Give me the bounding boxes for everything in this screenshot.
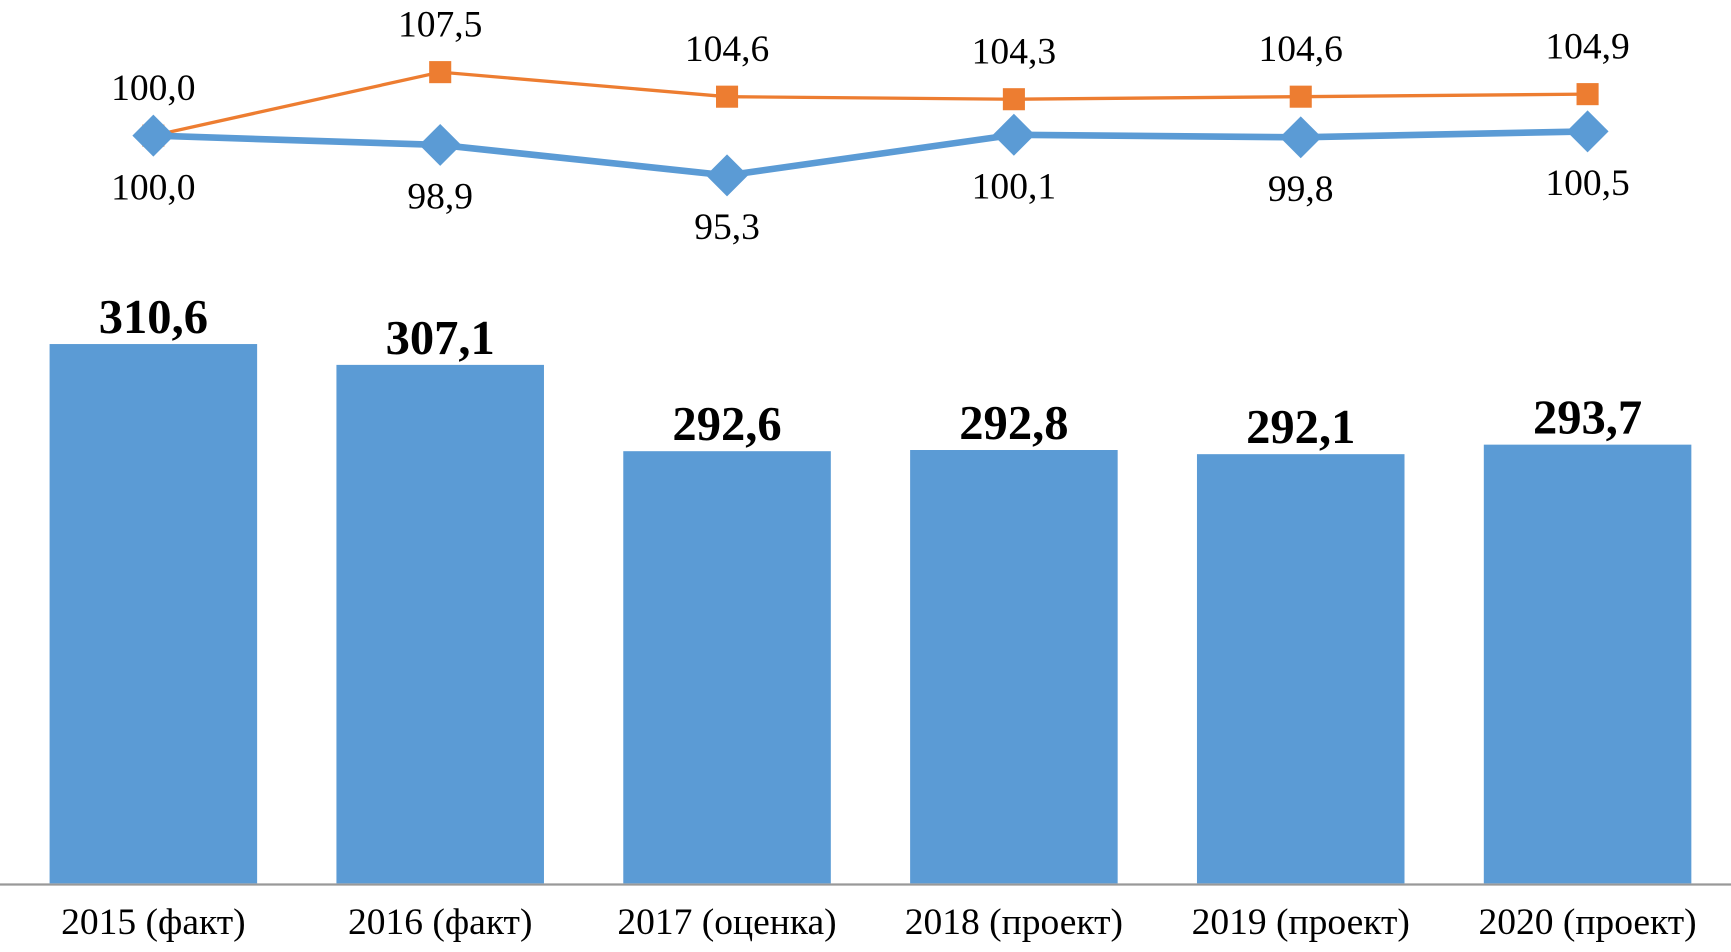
square-marker (429, 61, 452, 84)
bar (910, 450, 1118, 884)
square-marker (716, 85, 739, 108)
diamond-marker (992, 113, 1035, 156)
square-marker (1002, 88, 1025, 111)
point-value-label: 100,5 (1545, 163, 1629, 204)
bar (1483, 444, 1692, 884)
x-tick-label: 2017 (оценка) (617, 902, 836, 943)
x-tick-label: 2015 (факт) (61, 902, 245, 943)
bar (336, 364, 544, 884)
x-tick-label: 2016 (факт) (348, 902, 532, 943)
point-value-label: 104,9 (1545, 27, 1629, 68)
diamond-marker (419, 123, 462, 166)
bar-value-label: 292,1 (1246, 400, 1355, 454)
line (153, 128, 1588, 179)
x-tick-label: 2020 (проект) (1478, 902, 1696, 943)
square-marker (1576, 83, 1599, 106)
bar-value-label: 292,8 (959, 396, 1068, 450)
point-value-label: 98,9 (407, 177, 473, 218)
x-tick-label: 2018 (проект) (905, 902, 1123, 943)
diamond-marker (1566, 110, 1609, 153)
diamond-marker (132, 114, 175, 157)
point-value-label: 107,5 (398, 5, 482, 46)
point-value-label: 100,0 (111, 68, 195, 109)
bar (49, 344, 258, 884)
point-value-label: 95,3 (694, 207, 760, 248)
bar-value-label: 310,6 (99, 290, 208, 344)
square-marker (1289, 85, 1312, 108)
point-value-label: 100,1 (972, 167, 1056, 208)
bar-value-label: 292,6 (672, 397, 781, 451)
x-tick-label: 2019 (проект) (1192, 902, 1410, 943)
point-value-label: 100,0 (111, 167, 195, 208)
line (152, 70, 1588, 138)
bar (623, 451, 831, 884)
bar (1196, 454, 1405, 884)
point-value-label: 104,6 (685, 29, 769, 70)
point-value-label: 104,3 (972, 32, 1056, 73)
diamond-marker (706, 154, 749, 197)
bar-value-label: 293,7 (1533, 391, 1642, 445)
point-value-label: 104,6 (1259, 29, 1343, 70)
diamond-marker (1279, 116, 1322, 159)
bar-value-label: 307,1 (386, 311, 495, 365)
point-value-label: 99,8 (1268, 169, 1334, 210)
